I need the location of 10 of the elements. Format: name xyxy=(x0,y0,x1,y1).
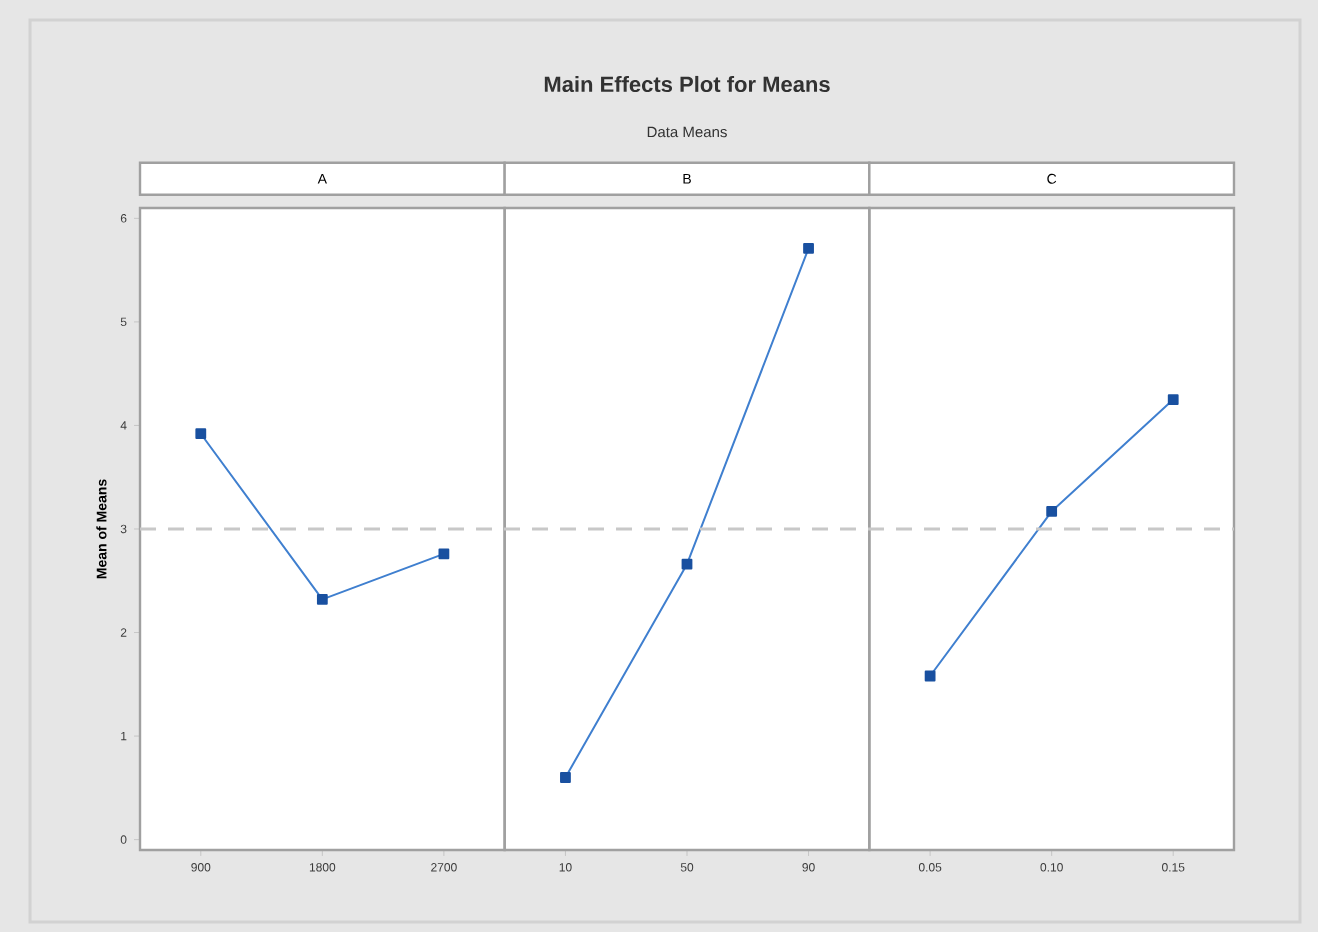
point xyxy=(316,593,328,605)
chart-title: Main Effects Plot for Means xyxy=(544,75,830,93)
point xyxy=(1167,394,1179,405)
point xyxy=(681,558,693,570)
point xyxy=(195,428,207,440)
point xyxy=(803,242,814,254)
point xyxy=(560,772,571,783)
point xyxy=(924,670,936,682)
point xyxy=(438,548,450,560)
point xyxy=(1046,505,1058,517)
